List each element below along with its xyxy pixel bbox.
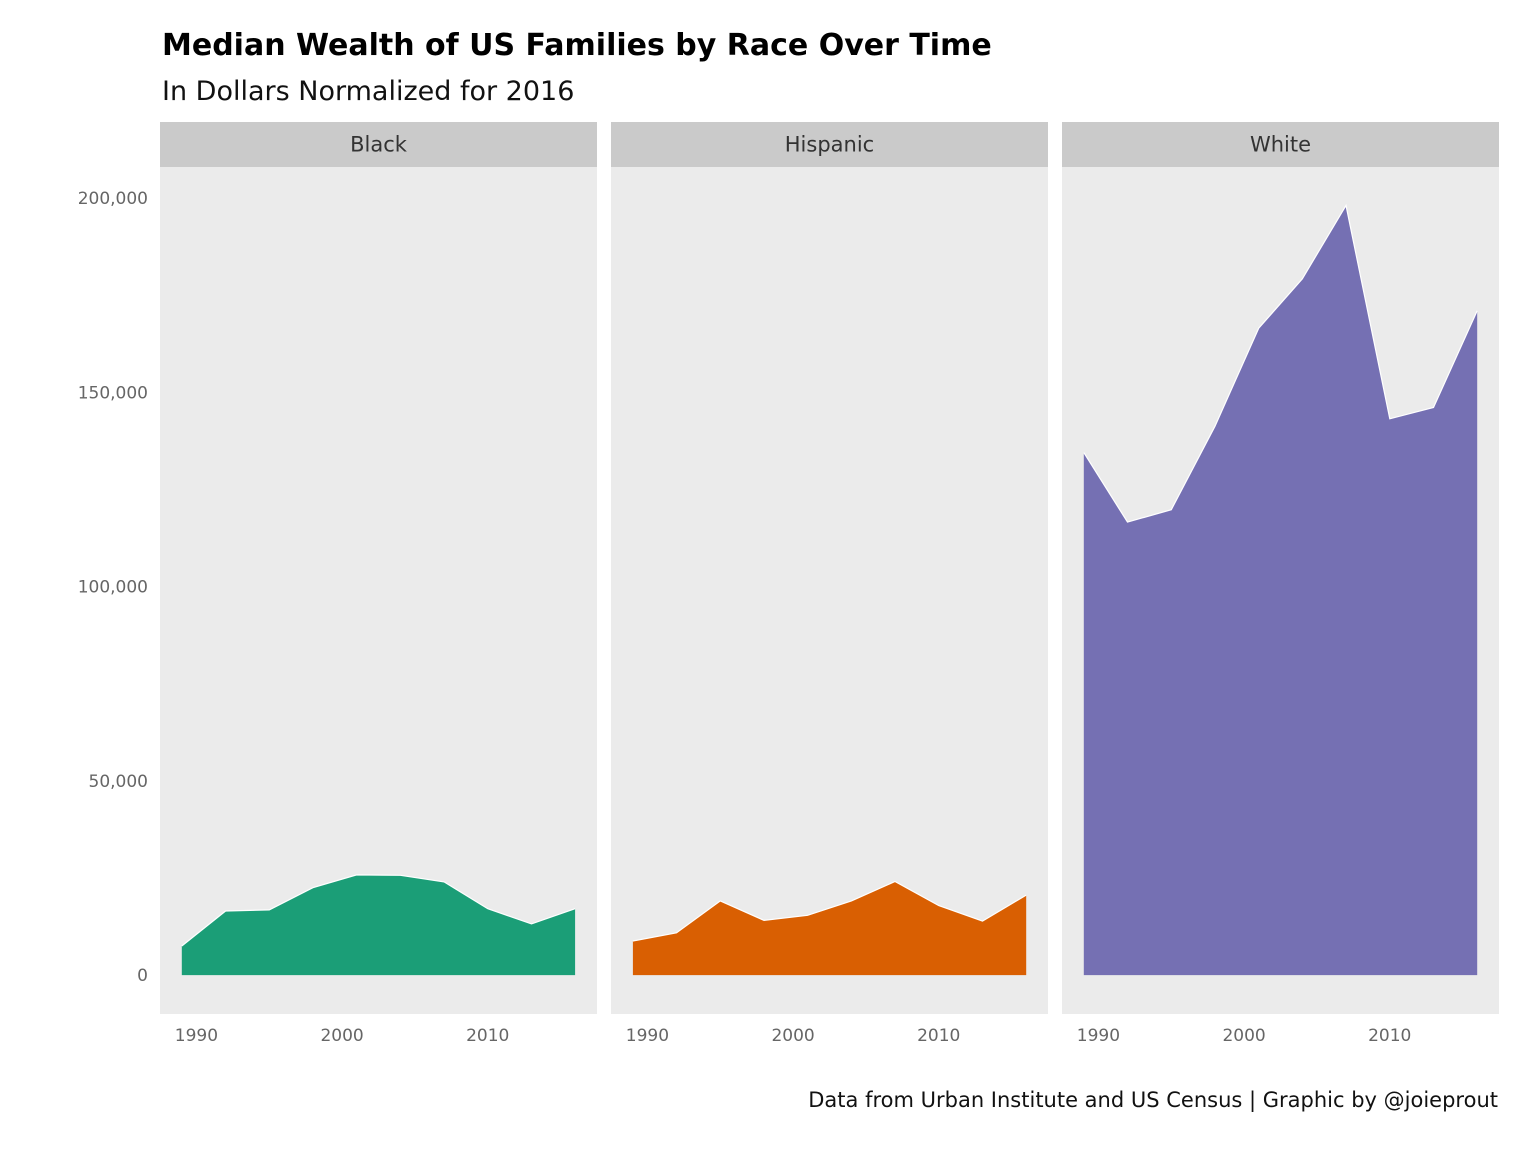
- facet-strip-label: White: [1250, 133, 1311, 157]
- chart-title: Median Wealth of US Families by Race Ove…: [162, 28, 992, 63]
- facet-panel-hispanic: Hispanic 1990 2000 2010: [611, 122, 1048, 1046]
- y-axis: 0 50,000 100,000 150,000 200,000: [78, 189, 148, 986]
- y-tick-label: 200,000: [78, 189, 148, 209]
- x-tick-label: 1990: [1077, 1026, 1120, 1046]
- x-tick-label: 2010: [917, 1026, 960, 1046]
- x-tick-label: 2000: [1222, 1026, 1265, 1046]
- y-tick-label: 50,000: [89, 772, 148, 792]
- area-hispanic: [632, 881, 1027, 976]
- y-tick-label: 150,000: [78, 383, 148, 403]
- y-tick-label: 0: [137, 966, 148, 986]
- chart-caption: Data from Urban Institute and US Census …: [808, 1088, 1498, 1112]
- facet-strip-label: Hispanic: [785, 133, 874, 157]
- x-tick-label: 2010: [1368, 1026, 1411, 1046]
- area-black: [181, 874, 576, 976]
- facet-strip: [1062, 122, 1499, 167]
- y-tick-label: 100,000: [78, 578, 148, 598]
- panel-background: [160, 167, 597, 1014]
- facet-strip-label: Black: [350, 133, 408, 157]
- facet-strip: [611, 122, 1048, 167]
- x-tick-label: 1990: [175, 1026, 218, 1046]
- x-tick-label: 2000: [771, 1026, 814, 1046]
- panel-background: [611, 167, 1048, 1014]
- area-outline-hispanic: [632, 880, 1027, 942]
- x-tick-label: 2000: [320, 1026, 363, 1046]
- area-outline-black: [181, 874, 576, 947]
- x-tick-label: 2010: [466, 1026, 509, 1046]
- area-outline-white: [1083, 203, 1478, 523]
- facet-strip: [160, 122, 597, 167]
- chart-subtitle: In Dollars Normalized for 2016: [162, 76, 575, 107]
- area-white: [1083, 205, 1478, 976]
- facet-panel-white: White 1990 2000 2010: [1062, 122, 1499, 1046]
- x-tick-label: 1990: [626, 1026, 669, 1046]
- facet-panel-black: Black 1990 2000 2010: [160, 122, 597, 1046]
